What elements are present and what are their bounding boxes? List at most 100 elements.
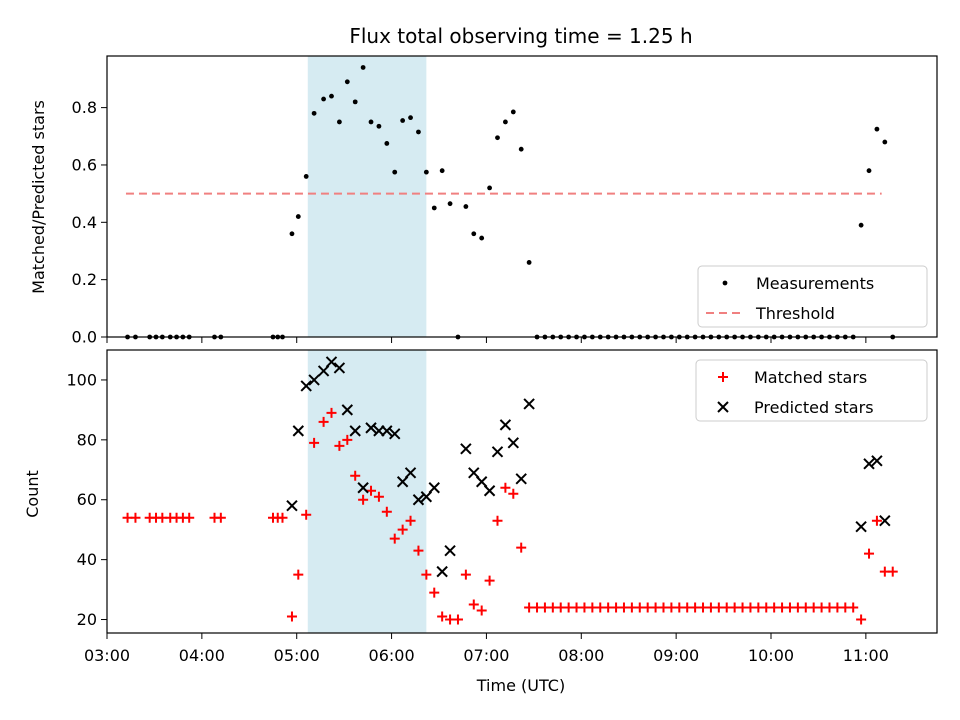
- predicted-stars-point: [475, 476, 488, 488]
- observing-window-band: [307, 56, 427, 337]
- matched-stars-point: [516, 542, 527, 553]
- predicted-stars-point: [515, 473, 527, 485]
- x-tick-label: 03:00: [84, 646, 130, 665]
- measurement-point: [874, 126, 880, 132]
- matched-stars-point: [301, 509, 312, 520]
- matched-stars-point: [397, 524, 408, 535]
- legend-label: Matched stars: [754, 368, 867, 387]
- predicted-stars-point: [863, 458, 875, 470]
- bottom-panel: 20 40 60 80 100 03:00 04:00 05:00 06:00 07:00 08:0…: [66, 349, 938, 665]
- legend-marker-measurements: [722, 280, 728, 286]
- matched-stars-point: [389, 533, 400, 544]
- matched-stars-point: [413, 545, 424, 556]
- predicted-stars-point: [365, 422, 377, 434]
- measurement-point: [303, 174, 309, 179]
- measurement-point: [526, 260, 532, 265]
- matched-stars-point: [476, 605, 487, 616]
- predicted-stars-point: [428, 482, 440, 494]
- predicted-stars-point: [396, 476, 409, 488]
- measurement-point: [289, 231, 295, 237]
- matched-stars-point: [350, 470, 361, 481]
- predicted-stars-point: [483, 485, 496, 497]
- predicted-stars-point: [300, 380, 312, 392]
- matched-stars-point: [871, 515, 882, 526]
- predicted-stars-point: [468, 467, 480, 479]
- measurement-point: [471, 231, 477, 237]
- predicted-stars-point: [460, 443, 472, 455]
- matched-stars-point: [366, 485, 377, 496]
- predicted-stars-point: [507, 437, 520, 449]
- measurement-point: [416, 129, 421, 135]
- measurement-point: [487, 185, 492, 191]
- matched-stars-point: [130, 512, 141, 523]
- measurement-point: [431, 205, 437, 211]
- matched-stars-point: [856, 614, 867, 625]
- measurement-point: [321, 96, 326, 102]
- matched-stars-point: [468, 599, 479, 610]
- predicted-stars-point: [412, 494, 425, 506]
- matched-stars-point: [381, 506, 392, 517]
- predicted-stars-point: [333, 362, 346, 374]
- legend-label: Measurements: [756, 274, 874, 293]
- predicted-stars-point: [389, 428, 401, 440]
- x-tick-label: 07:00: [463, 646, 509, 665]
- measurement-point: [479, 235, 485, 241]
- predicted-stars-point: [491, 446, 504, 458]
- measurement-point: [329, 93, 334, 99]
- predicted-stars-point: [420, 491, 433, 503]
- x-tick-label: 06:00: [369, 646, 415, 665]
- predicted-stars-point: [523, 398, 535, 410]
- measurement-point: [352, 99, 358, 105]
- measurement-point: [400, 118, 406, 123]
- y-tick-label: 20: [77, 610, 97, 629]
- legend-box: [695, 359, 928, 422]
- matched-stars-point: [309, 437, 320, 448]
- measurement-point: [882, 139, 888, 145]
- matched-stars-point: [452, 614, 463, 625]
- legend-marker-matched: [718, 372, 728, 382]
- measurement-point: [368, 119, 374, 125]
- legend-box: [697, 265, 928, 328]
- predicted-stars-point: [879, 514, 891, 527]
- matched-stars-point: [277, 512, 288, 523]
- measurement-point: [866, 168, 872, 174]
- x-tick-label: 04:00: [179, 646, 225, 665]
- matched-stars-point: [508, 488, 519, 499]
- matched-stars-point: [848, 602, 859, 613]
- matched-stars-point: [184, 512, 195, 523]
- measurement-point: [376, 123, 382, 129]
- y-tick-label: 100: [66, 370, 97, 389]
- matched-stars-point: [864, 548, 875, 559]
- y-tick-label: 0.8: [72, 98, 97, 117]
- x-axis-label: Time (UTC): [476, 676, 565, 695]
- predicted-stars-point: [404, 467, 417, 479]
- matched-stars-point: [405, 515, 416, 526]
- legend-marker-predicted: [717, 401, 729, 413]
- x-tick-label: 05:00: [274, 646, 320, 665]
- legend-label: Threshold: [755, 304, 835, 323]
- predicted-stars-point: [871, 455, 883, 467]
- top-panel: 0.0 0.2 0.4 0.6 0.8 Measurements Threshold: [72, 55, 938, 347]
- matched-stars-point: [373, 491, 384, 502]
- axes-frame: [106, 349, 938, 634]
- y-tick-label: 40: [77, 550, 97, 569]
- measurement-point: [423, 169, 429, 175]
- predicted-stars-point: [349, 425, 361, 437]
- measurement-point: [408, 115, 413, 121]
- matched-stars-point: [358, 494, 369, 505]
- matched-stars-point: [286, 611, 297, 622]
- predicted-stars-point: [325, 356, 338, 368]
- measurement-point: [392, 169, 398, 175]
- measurement-point: [360, 65, 366, 70]
- predicted-stars-point: [308, 374, 320, 386]
- measurement-point: [295, 214, 301, 219]
- matched-stars-point: [421, 569, 432, 580]
- matched-stars-point: [887, 566, 898, 577]
- y-tick-label: 0.2: [72, 270, 97, 289]
- axes-frame: [106, 55, 938, 338]
- predicted-stars-point: [341, 404, 354, 416]
- legend-label: Predicted stars: [754, 398, 874, 417]
- x-tick-label: 09:00: [653, 646, 699, 665]
- y-tick-label: 0.6: [72, 155, 97, 174]
